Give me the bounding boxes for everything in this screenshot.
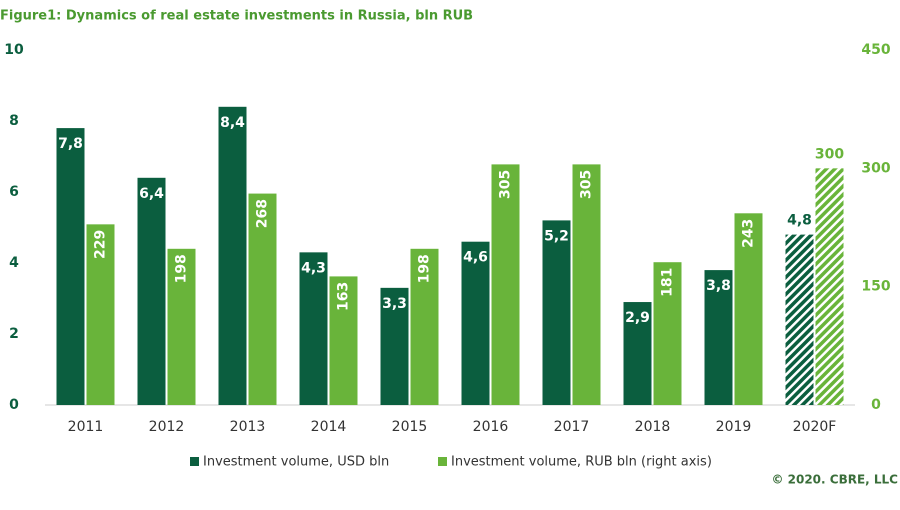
legend-label: Investment volume, RUB bln (right axis) (451, 455, 712, 470)
data-label: 268 (255, 199, 271, 228)
bar (572, 164, 601, 405)
x-tick-label: 2016 (473, 419, 509, 435)
data-label: 305 (498, 170, 514, 199)
bar (461, 241, 490, 405)
data-label: 6,4 (139, 186, 164, 202)
y-tick-label: 2 (9, 326, 19, 342)
legend-marker (190, 457, 199, 466)
x-tick-label: 2011 (68, 419, 104, 435)
x-tick-label: 2012 (149, 419, 185, 435)
bar (167, 248, 196, 405)
data-label: 4,8 (787, 213, 812, 229)
bar (329, 276, 358, 405)
y-tick-label: 10 (4, 42, 24, 58)
x-tick-label: 2018 (635, 419, 671, 435)
bar (56, 128, 85, 405)
data-label: 2,9 (625, 310, 650, 326)
bar (380, 287, 409, 405)
y-tick-label: 6 (9, 184, 19, 200)
data-label: 3,3 (382, 296, 407, 312)
data-label: 7,8 (58, 136, 83, 152)
y2-tick-label: 0 (871, 397, 881, 413)
bar (704, 270, 733, 405)
data-label: 243 (741, 219, 757, 248)
data-label: 300 (815, 146, 844, 162)
y2-tick-label: 450 (861, 42, 890, 58)
data-label: 4,3 (301, 260, 326, 276)
bar (410, 248, 439, 405)
bar (137, 177, 166, 405)
data-label: 305 (579, 170, 595, 199)
x-tick-label: 2017 (554, 419, 590, 435)
y-tick-label: 8 (9, 113, 19, 129)
legend-label: Investment volume, USD bln (203, 455, 389, 470)
y2-tick-label: 300 (861, 160, 890, 176)
data-label: 4,6 (463, 250, 488, 266)
data-label: 8,4 (220, 115, 245, 131)
y-tick-label: 0 (9, 397, 19, 413)
chart-title: Figure1: Dynamics of real estate investm… (0, 9, 473, 24)
y-tick-label: 4 (9, 255, 19, 271)
x-tick-label: 2014 (311, 419, 347, 435)
x-tick-label: 2013 (230, 419, 266, 435)
data-label: 5,2 (544, 228, 569, 244)
bar (815, 168, 844, 405)
bar (785, 234, 814, 405)
legend-marker (438, 457, 447, 466)
data-label: 198 (417, 254, 433, 283)
data-label: 198 (174, 254, 190, 283)
x-tick-label: 2019 (716, 419, 752, 435)
bar (653, 262, 682, 405)
bar (542, 220, 571, 405)
y2-tick-label: 150 (861, 279, 890, 295)
source: © 2020. CBRE, LLC (771, 473, 898, 487)
bar (491, 164, 520, 405)
data-label: 163 (336, 282, 352, 311)
bar (299, 252, 328, 405)
data-label: 3,8 (706, 278, 731, 294)
x-tick-label: 2015 (392, 419, 428, 435)
bar (734, 213, 763, 405)
bar (623, 302, 652, 405)
bar (86, 224, 115, 405)
bar (248, 193, 277, 405)
data-label: 229 (93, 230, 109, 259)
bar (218, 106, 247, 406)
x-tick-label: 2020F (793, 419, 837, 435)
data-label: 181 (660, 268, 676, 297)
